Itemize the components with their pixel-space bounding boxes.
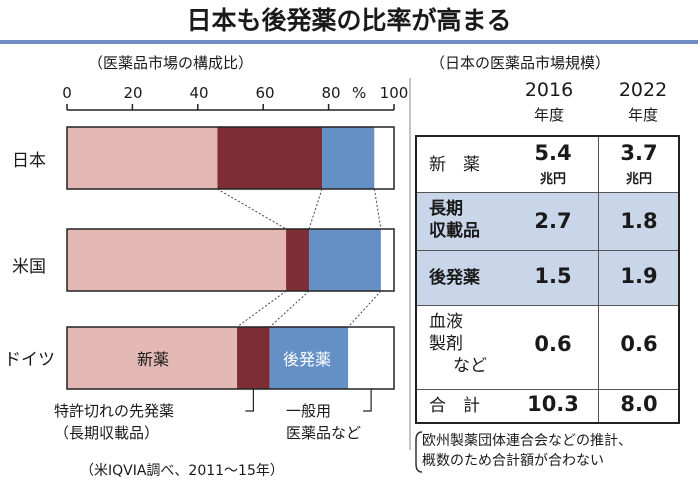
bar-outline [66,126,395,190]
unit-2016: 兆円 [539,172,566,187]
bar-segment [67,127,218,189]
x-tick-label: 80 [321,84,341,102]
row-label-long-listed-line2: 収載品 [429,221,480,241]
row-label-blood-line1: 血液 [429,312,463,332]
title-underline [0,40,698,44]
x-tick-label: 40 [189,84,209,102]
bar-segment [374,127,394,189]
connector-line [373,188,382,230]
note-otc-line2: 医薬品など [286,424,362,442]
bar-segment [286,229,309,291]
bar-segment [348,327,394,389]
year-header-2022: 2022 [618,79,668,101]
table-footnote-line2: 概数のため合計額が合わない [422,453,604,469]
value-generic-2016: 1.5 [534,264,572,288]
year-header-2016: 2016 [524,79,574,101]
highlight-band [417,192,678,305]
category-label-germany: ドイツ [4,350,55,370]
row-label-long-listed-line1: 長期 [429,199,463,219]
table-footnote-line1: 欧州製薬団体連合会などの推計、 [422,433,632,449]
note-long-listed: 特許切れの先発薬 （長期収載品） [54,400,174,444]
connector-line [236,290,287,328]
value-long-listed-2016: 2.7 [534,209,572,233]
row-label-blood-line3: など [453,356,487,376]
category-label-japan: 日本 [12,151,46,171]
value-blood-2016: 0.6 [534,332,572,356]
row-label-blood-line2: 製剤 [429,334,463,354]
bar-segment [67,327,238,389]
inbar-label-new-drug: 新薬 [136,350,170,369]
chart-title: 日本も後発薬の比率が高まる [186,6,512,35]
row-divider [417,192,678,193]
leader-line-long-listed [245,389,254,412]
note-otc-line1: 一般用 [286,402,332,420]
row-label-long-listed: 長期 収載品 [429,198,480,242]
x-tick-label: 0 [62,84,72,102]
bar-outline [66,228,395,292]
unit-2022: 兆円 [625,172,652,187]
category-label-us: 米国 [12,257,46,277]
bar-segment [308,229,381,291]
row-divider [417,305,678,306]
leader-line-otc [363,389,372,412]
value-generic-2022: 1.9 [620,264,658,288]
bar-segment [322,127,375,189]
table-footnote: 欧州製薬団体連合会などの推計、 概数のため合計額が合わない [422,431,632,471]
note-long-listed-line1: 特許切れの先発薬 [54,402,175,420]
row-label-blood-products: 血液 製剤 など [429,311,487,377]
connector-line [308,188,323,230]
column-divider [598,137,599,422]
x-tick-label: 60 [255,84,275,102]
inbar-label-generic: 後発薬 [282,350,332,369]
note-otc: 一般用 医薬品など [286,400,361,444]
chart-subtitle: （医薬品市場の構成比） [88,54,254,72]
bar-segment [67,229,287,291]
row-divider [417,389,678,390]
year-suffix-2022: 年度 [627,106,658,124]
row-divider [417,250,678,251]
bar-segment [217,127,323,189]
market-size-table: 新 薬 5.4 兆円 3.7 兆円 長期 収載品 2.7 1.8 後発薬 1.5… [415,135,680,424]
bar-segment [269,327,349,389]
footnote-bracket [415,431,423,473]
bar-segment [237,327,270,389]
value-long-listed-2022: 1.8 [620,209,658,233]
table-subtitle: （日本の医薬品市場規模） [430,54,611,72]
value-new-drug-2022: 3.7 [620,141,658,165]
year-suffix-2016: 年度 [533,106,564,124]
value-total-2016: 10.3 [527,392,579,416]
source-note: （米IQVIA調べ、2011～15年） [80,463,284,479]
row-label-new-drug: 新 薬 [429,155,480,175]
x-tick-label: 20 [123,84,143,102]
row-label-total: 合 計 [429,396,480,416]
connector-line [217,188,287,230]
bar-segment [380,229,394,291]
value-total-2022: 8.0 [620,392,658,416]
row-label-generic: 後発薬 [429,268,480,288]
connector-line [269,290,310,328]
value-blood-2022: 0.6 [620,332,658,356]
note-long-listed-line2: （長期収載品） [54,424,160,442]
connector-line [347,290,382,328]
x-tick-label: 100 [379,84,409,102]
x-unit-label: % [352,84,367,102]
bar-outline [66,326,395,390]
value-new-drug-2016: 5.4 [534,141,572,165]
